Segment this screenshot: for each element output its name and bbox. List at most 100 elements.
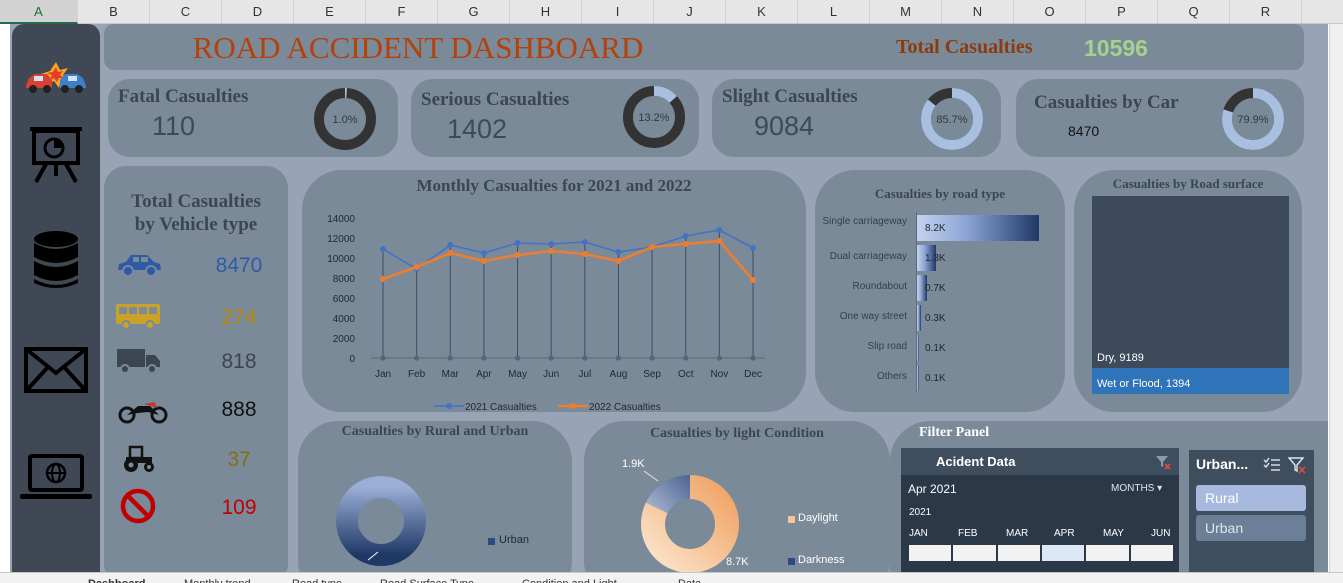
mail-icon[interactable] [12, 346, 100, 394]
slicer-option-rural[interactable]: Rural [1196, 485, 1306, 511]
daylight-value-label: 8.7K [726, 556, 749, 568]
timeline-cell[interactable] [909, 545, 952, 561]
kpi-label: Slight Casualties [722, 86, 858, 107]
category-label: Single carriageway [822, 216, 908, 227]
baseline-marker [514, 355, 521, 361]
multi-select-icon[interactable] [1263, 457, 1281, 473]
kpi-donut: 85.7% [921, 88, 983, 150]
timeline-cell[interactable] [953, 545, 996, 561]
vehicle-panel-title-line: by Vehicle type [134, 214, 258, 235]
vehicle-type-panel: Total Casualties by Vehicle type 8470 27… [104, 166, 288, 572]
column-header[interactable]: L [798, 0, 870, 24]
column-header[interactable]: F [366, 0, 438, 24]
baseline-marker [447, 355, 453, 361]
column-header[interactable]: J [654, 0, 726, 24]
legend-swatch [488, 538, 495, 545]
timeline-cell[interactable] [1130, 545, 1173, 561]
legend-marker [446, 403, 452, 409]
column-header[interactable]: A [0, 0, 78, 24]
laptop-icon[interactable] [12, 452, 100, 504]
column-header[interactable]: C [150, 0, 222, 24]
slicer-option-urban[interactable]: Urban [1196, 515, 1306, 541]
baseline-marker [481, 355, 487, 361]
timeline-month[interactable]: JAN [909, 528, 928, 539]
column-header[interactable]: R [1230, 0, 1302, 24]
timeline-cell[interactable] [997, 545, 1040, 561]
timeline-month[interactable]: FEB [958, 528, 978, 539]
timeline-month[interactable]: MAY [1103, 528, 1124, 539]
slicer-option-label: Rural [1205, 490, 1239, 506]
x-tick-label: Dec [744, 369, 762, 380]
sheet-tab[interactable]: Data [678, 575, 701, 583]
monthly-line-chart: 0 2000 4000 6000 8000 10000 12000 14000 Jan Feb Ma… [327, 214, 765, 412]
data-point [480, 258, 487, 264]
data-point [548, 241, 555, 247]
sheet-tab[interactable]: Road Surface Type [380, 575, 474, 583]
column-header[interactable]: M [870, 0, 942, 24]
data-point [649, 244, 656, 250]
kpi-card-fatal: Fatal Casualties 110 1.0% [108, 79, 398, 157]
clear-filter-icon[interactable] [1155, 454, 1171, 470]
legend-urban: Urban [499, 534, 529, 546]
column-header[interactable]: Q [1158, 0, 1230, 24]
road-type-panel: Casualties by road type Single carriagew… [815, 170, 1065, 412]
column-header[interactable]: E [294, 0, 366, 24]
category-label: Roundabout [852, 281, 908, 292]
timeline-month[interactable]: APR [1054, 528, 1075, 539]
rural-urban-panel: Casualties by Rural and Urban Urban [298, 421, 572, 572]
vehicle-panel-title: Total Casualties by Vehicle type [104, 190, 288, 236]
timeline-track[interactable] [909, 545, 1173, 561]
presentation-icon[interactable] [12, 124, 100, 184]
sheet-tab-dashboard[interactable]: Dashboard [88, 575, 145, 583]
road-type-bar [917, 275, 928, 301]
sheet-tab[interactable]: Condition and Light [522, 575, 617, 583]
column-header[interactable]: D [222, 0, 294, 24]
database-icon[interactable] [12, 230, 100, 292]
sheet-tab[interactable]: Monthly trend [184, 575, 251, 583]
data-point [716, 227, 723, 233]
urban-rural-slicer[interactable]: Urban... Rural Urban [1189, 450, 1314, 572]
vehicle-value: 888 [221, 398, 257, 421]
road-type-title: Casualties by road type [874, 186, 1006, 201]
timeline-cell[interactable] [1086, 545, 1129, 561]
clear-filter-icon[interactable] [1288, 456, 1306, 474]
monthly-chart-panel: Monthly Casualties for 2021 and 2022 0 20… [302, 170, 806, 412]
column-header[interactable]: K [726, 0, 798, 24]
x-tick-label: Mar [442, 369, 460, 380]
timeline-slicer[interactable]: Acident Data Apr 2021 MONTHS ▾ 2021 JAN … [901, 448, 1179, 572]
column-header[interactable]: O [1014, 0, 1086, 24]
rural-urban-title: Casualties by Rural and Urban [341, 424, 529, 439]
data-point [447, 242, 454, 248]
timeline-cell-selected[interactable] [1041, 545, 1085, 561]
car-crash-icon[interactable] [12, 56, 100, 96]
road-type-bar-chart: Single carriageway 8.2K Dual carriageway 1.… [815, 170, 1065, 412]
column-header[interactable]: G [438, 0, 510, 24]
vehicle-row-car: 8470 [104, 246, 284, 286]
column-header[interactable]: P [1086, 0, 1158, 24]
row-header-strip [0, 24, 10, 572]
column-header-bar: A B C D E F G H I J K L M N O P Q R [0, 0, 1343, 24]
series-line [382, 229, 754, 270]
timeline-month[interactable]: JUN [1151, 528, 1171, 539]
nav-sidebar [12, 24, 100, 572]
sheet-tab[interactable]: Road type [292, 575, 342, 583]
kpi-card-slight: Slight Casualties 9084 85.7% [712, 79, 1001, 157]
column-header[interactable]: I [582, 0, 654, 24]
timeline-month[interactable]: MAR [1006, 528, 1029, 539]
filter-panel-title: Filter Panel [919, 425, 990, 440]
bar-value-label: 0.1K [925, 343, 946, 354]
vertical-scrollbar[interactable] [1329, 24, 1343, 572]
column-header[interactable]: B [78, 0, 150, 24]
column-header[interactable]: N [942, 0, 1014, 24]
baseline-marker [414, 355, 420, 361]
column-header[interactable]: H [510, 0, 582, 24]
data-point [750, 245, 756, 251]
x-tick-label: Sep [643, 369, 661, 380]
y-tick-label: 12000 [327, 234, 355, 245]
road-type-bar [917, 215, 1039, 241]
timeline-period-dropdown[interactable]: MONTHS ▾ [1111, 483, 1162, 494]
timeline-period-label: MONTHS [1111, 483, 1155, 494]
bar-value-label: 0.1K [925, 373, 946, 384]
data-point [480, 250, 487, 256]
